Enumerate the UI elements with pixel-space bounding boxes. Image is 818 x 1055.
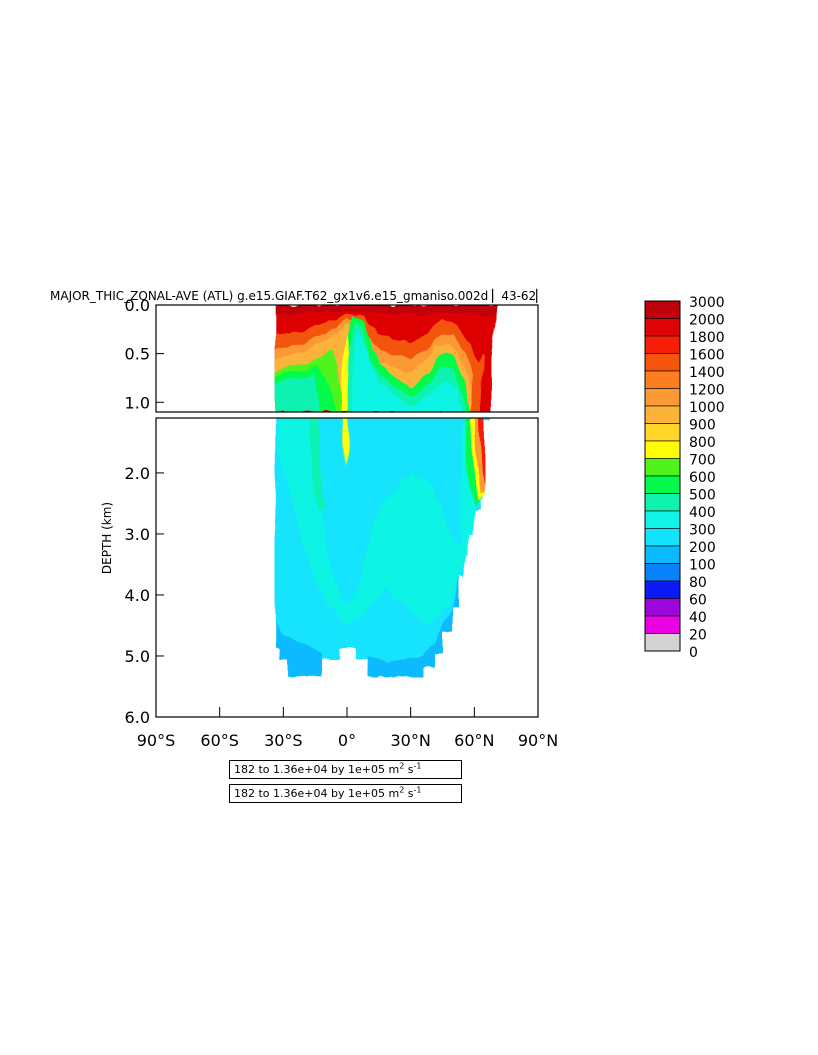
y-tick-label: 4.0: [125, 586, 150, 605]
colorbar-label: 300: [689, 523, 716, 539]
info-box-1-mid: s: [404, 763, 414, 776]
colorbar-swatch: [644, 580, 681, 599]
colorbar-swatch: [644, 353, 681, 372]
info-box-1-sup1: 2: [399, 761, 405, 771]
colorbar-label: 80: [689, 575, 707, 591]
colorbar-swatch: [644, 318, 681, 337]
colorbar-frame: [644, 300, 681, 652]
upper-panel: 0.0 0.5 1.0: [125, 296, 539, 413]
colorbar-swatch: [644, 563, 681, 582]
colorbar-swatch: [644, 335, 681, 354]
colorbar-label: 1800: [689, 330, 725, 346]
colorbar-label: 600: [689, 470, 716, 486]
field-mid-500: [308, 418, 324, 510]
field-north-2000-upper: [480, 348, 492, 412]
colorbar-swatch: [644, 458, 681, 477]
colorbar-swatch: [644, 405, 681, 424]
field-surface-3000: [274, 305, 498, 317]
colorbar-swatch: [644, 300, 681, 319]
colorbar-label: 1600: [689, 348, 725, 364]
y-tick-label: 0.0: [125, 296, 150, 315]
field-south-500: [274, 375, 322, 412]
x-tick-label: 90°N: [518, 731, 558, 750]
colorbar-label: 900: [689, 418, 716, 434]
field-north-1800: [478, 418, 485, 486]
info-box-2-sup1: 2: [399, 785, 405, 795]
colorbar-swatch: [644, 370, 681, 389]
contour-info-box-2: 182 to 1.36e+04 by 1e+05 m2 s-1: [229, 784, 462, 803]
colorbar-label: 60: [689, 593, 707, 609]
field-equator-800: [342, 418, 350, 467]
colorbar-swatch: [644, 440, 681, 459]
colorbar-swatch: [644, 423, 681, 442]
y-tick-label: 2.0: [125, 464, 150, 483]
colorbar-label: 40: [689, 610, 707, 626]
chart-title: MAJOR_THIC_ZONAL-AVE (ATL) g.e15.GIAF.T6…: [50, 288, 545, 303]
colorbar-swatch: [644, 475, 681, 494]
x-axis: 90°S 60°S 30°S 0° 30°N 60°N 90°N: [137, 707, 558, 750]
colorbar-label: 20: [689, 628, 707, 644]
colorbar-label: 0: [689, 645, 698, 661]
info-box-2-sup2: -1: [413, 785, 422, 795]
colorbar-label: 800: [689, 435, 716, 451]
colorbar: 3000200018001600140012001000900800700600…: [644, 295, 725, 661]
field-north-400-upper: [351, 332, 462, 412]
colorbar-swatch: [644, 615, 681, 634]
field-equator-800-upper: [340, 334, 350, 412]
lower-panel: 2.0 3.0 4.0 5.0 6.0: [125, 417, 539, 727]
colorbar-swatch: [644, 388, 681, 407]
colorbar-label: 1000: [689, 400, 725, 416]
x-tick-label: 60°N: [454, 731, 494, 750]
colorbar-swatch: [644, 633, 681, 652]
colorbar-label: 200: [689, 540, 716, 556]
info-box-1-sup2: -1: [413, 761, 422, 771]
colorbar-label: 400: [689, 505, 716, 521]
y-tick-label: 0.5: [125, 345, 150, 364]
colorbar-swatch: [644, 545, 681, 564]
colorbar-label: 3000: [689, 295, 725, 311]
y-tick-label: 5.0: [125, 647, 150, 666]
x-tick-label: 0°: [338, 731, 356, 750]
upper-panel-frame: [155, 304, 539, 413]
x-tick-label: 30°S: [264, 731, 303, 750]
y-tick-label: 1.0: [125, 393, 150, 412]
colorbar-label: 1200: [689, 383, 725, 399]
colorbar-swatch: [644, 510, 681, 529]
colorbar-label: 2000: [689, 313, 725, 329]
y-tick-label: 3.0: [125, 525, 150, 544]
field-mid-400: [277, 418, 483, 626]
colorbar-label: 100: [689, 558, 716, 574]
colorbar-swatch: [644, 528, 681, 547]
x-tick-label: 60°S: [200, 731, 239, 750]
y-axis-label: DEPTH (km): [100, 502, 114, 574]
colorbar-swatch: [644, 598, 681, 617]
field-deep-200-south: [274, 622, 322, 678]
y-tick-label: 6.0: [125, 708, 150, 727]
colorbar-label: 1400: [689, 365, 725, 381]
colorbar-label: 700: [689, 453, 716, 469]
x-tick-label: 30°N: [391, 731, 431, 750]
colorbar-swatch: [644, 493, 681, 512]
info-box-2-prefix: 182 to 1.36e+04 by 1e+05 m: [234, 787, 400, 800]
info-box-1-prefix: 182 to 1.36e+04 by 1e+05 m: [234, 763, 400, 776]
info-box-2-mid: s: [404, 787, 414, 800]
contour-info-box-1: 182 to 1.36e+04 by 1e+05 m2 s-1: [229, 760, 462, 779]
x-tick-label: 90°S: [137, 731, 176, 750]
field-deep-200-north: [368, 576, 460, 678]
colorbar-label: 500: [689, 488, 716, 504]
